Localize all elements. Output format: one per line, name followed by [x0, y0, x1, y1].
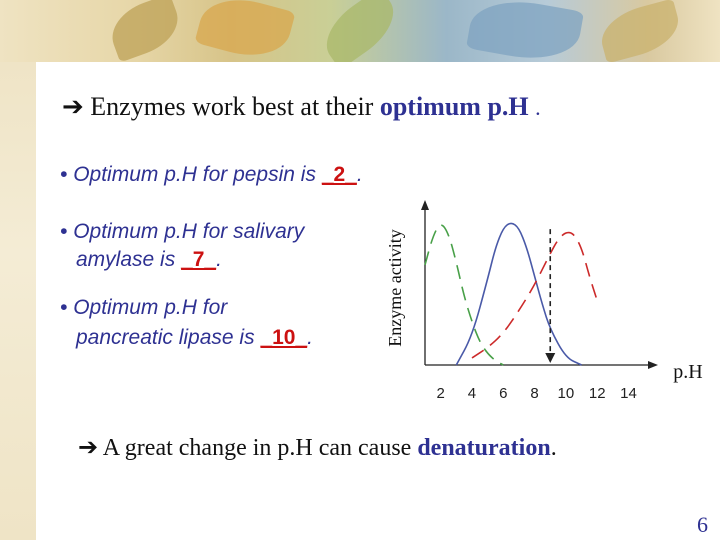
- side-strip: [0, 62, 36, 540]
- bullet-text-line2: amylase is: [76, 248, 176, 271]
- bullet-text: Optimum p.H for salivary: [73, 220, 305, 243]
- bullet-text-line2: pancreatic lipase is: [76, 326, 255, 349]
- bullet-answer: _2_: [321, 163, 357, 186]
- title-highlight: optimum p.H: [379, 92, 529, 121]
- decorative-banner: [0, 0, 720, 62]
- x-tick-label: 10: [558, 385, 575, 402]
- bullet-marker: •: [60, 163, 68, 186]
- x-tick-label: 6: [499, 385, 507, 402]
- bottom-prefix: A great change in p.H can cause: [102, 435, 412, 461]
- bottom-highlight: denaturation: [417, 435, 551, 461]
- x-axis-arrowhead: [648, 361, 658, 369]
- bullet-end: .: [307, 326, 313, 349]
- bullet-pepsin: • Optimum p.H for pepsin is _2_.: [60, 163, 363, 187]
- bullet-end: .: [216, 248, 222, 271]
- bottom-suffix: .: [550, 435, 557, 461]
- bullet-answer: _10_: [260, 326, 308, 349]
- x-tick-label: 12: [589, 385, 606, 402]
- x-tick-label: 2: [436, 385, 444, 402]
- right-arrow-icon: ➔: [78, 433, 99, 461]
- bullet-text: Optimum p.H for pepsin is: [73, 163, 316, 186]
- page-number: 6: [697, 512, 708, 537]
- bullet-lipase: • Optimum p.H for pancreatic lipase is _…: [60, 293, 313, 353]
- bullet-answer: _7_: [181, 248, 217, 271]
- slide-panel: [36, 62, 720, 540]
- title-suffix: .: [535, 95, 541, 120]
- bottom-statement: ➔ A great change in p.H can cause denatu…: [78, 433, 557, 462]
- bullet-end: .: [356, 163, 363, 186]
- series-line-2: [455, 222, 582, 366]
- bullet-text: Optimum p.H for: [73, 296, 228, 319]
- slide-title: ➔ Enzymes work best at their optimum p.H…: [62, 92, 541, 122]
- bullet-marker: •: [60, 296, 68, 319]
- series-line-1: [424, 224, 504, 366]
- x-axis-label: p.H: [673, 361, 702, 383]
- annotation-arrowhead: [545, 353, 556, 363]
- bullet-amylase: • Optimum p.H for salivary amylase is _7…: [60, 218, 304, 274]
- x-tick-label: 8: [530, 385, 538, 402]
- right-arrow-icon: ➔: [62, 92, 84, 122]
- x-tick-label: 14: [620, 385, 637, 402]
- bullet-marker: •: [60, 220, 68, 243]
- series-line-3: [471, 231, 598, 359]
- y-axis-arrowhead: [421, 200, 429, 210]
- title-prefix: Enzymes work best at their: [90, 92, 374, 121]
- y-axis-label: Enzyme activity: [385, 229, 405, 346]
- x-tick-label: 4: [468, 385, 476, 402]
